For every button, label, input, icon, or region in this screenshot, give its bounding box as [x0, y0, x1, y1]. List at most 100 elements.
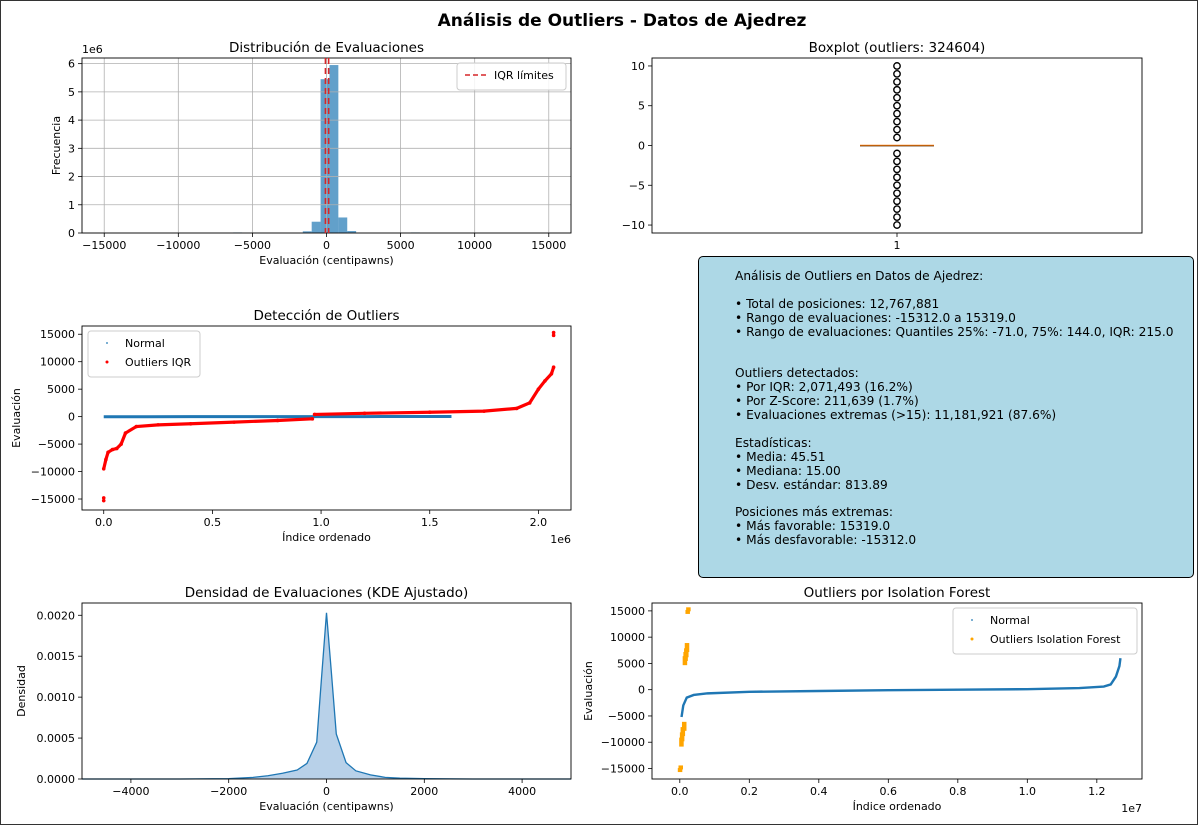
- y-tick-label: 2: [68, 171, 75, 184]
- histogram-bar: [312, 222, 321, 233]
- iqr-outlier-point: [363, 412, 367, 416]
- info-line: • Mediana: 15.00: [735, 465, 1193, 479]
- x-tick-label: 0.5: [204, 516, 222, 529]
- x-tick-label: 0.0: [95, 516, 113, 529]
- y-axis-label: Frecuencia: [50, 116, 63, 175]
- info-line: • Más favorable: 15319.0: [735, 520, 1193, 534]
- legend-label: Normal: [990, 614, 1030, 627]
- isolation-outlier-point: [685, 643, 690, 652]
- info-line: Posiciones más extremas:: [735, 506, 1193, 520]
- y-tick-label: 15000: [40, 328, 75, 341]
- info-line: • Por IQR: 2,071,493 (16.2%): [735, 381, 1193, 395]
- y-tick-label: 0.0005: [37, 732, 76, 745]
- y-tick-label: 4: [68, 114, 75, 127]
- x-axis-label: Índice ordenado: [282, 531, 371, 544]
- y-tick-label: 5000: [47, 383, 75, 396]
- x-tick-label: 15000: [531, 239, 566, 252]
- info-line: • Por Z-Score: 211,639 (1.7%): [735, 395, 1193, 409]
- isolation-outlier-point: [686, 607, 691, 611]
- x-tick-label: 0.0: [671, 785, 689, 798]
- x-tick-label: −15000: [82, 239, 126, 252]
- iqr-outlier-point: [515, 407, 519, 411]
- x-tick-label: −2000: [210, 785, 247, 798]
- iqr-outlier-point: [537, 387, 541, 391]
- x-offset-label: 1e7: [1121, 802, 1142, 815]
- y-tick-label: 0: [68, 227, 75, 240]
- y-tick-label: 0.0010: [37, 691, 76, 704]
- info-line: • Rango de evaluaciones: -15312.0 a 1531…: [735, 312, 1193, 326]
- iqr-outlier-point: [232, 420, 236, 424]
- y-tick-label: 0.0015: [37, 650, 76, 663]
- chart-title: Distribución de Evaluaciones: [229, 40, 424, 56]
- y-tick-label: 15000: [610, 605, 645, 618]
- info-line: • Más desfavorable: -15312.0: [735, 534, 1193, 548]
- x-offset-label: 1e6: [550, 533, 571, 546]
- iqr-outlier-point: [543, 379, 547, 383]
- chart-title: Detección de Outliers: [253, 308, 399, 324]
- iqr-outlier-point: [313, 413, 317, 417]
- y-tick-label: 1: [68, 199, 75, 212]
- x-tick-label: −10000: [156, 239, 200, 252]
- iqr-outlier-point: [276, 419, 280, 423]
- y-tick-label: −5: [629, 179, 645, 192]
- y-tick-label: −10000: [31, 466, 75, 479]
- x-tick-label: 0: [323, 785, 330, 798]
- y-offset-label: 1e6: [82, 43, 103, 56]
- info-box: Análisis de Outliers en Datos de Ajedrez…: [698, 256, 1194, 578]
- x-tick-label: 0: [323, 239, 330, 252]
- isolation-outlier-point: [682, 722, 687, 731]
- x-tick-label: 1.0: [312, 516, 330, 529]
- iqr-outlier-point: [104, 458, 108, 462]
- x-axis-label: Índice ordenado: [853, 800, 942, 813]
- chart-title: Densidad de Evaluaciones (KDE Ajustado): [185, 585, 468, 601]
- legend-swatch: [971, 619, 973, 621]
- x-tick-label: 10000: [457, 239, 492, 252]
- legend-label: Outliers IQR: [125, 356, 191, 369]
- legend-swatch: [106, 342, 108, 344]
- isolation-outlier-point: [678, 765, 683, 769]
- chart-title: Outliers por Isolation Forest: [804, 585, 991, 601]
- histogram-bar: [329, 65, 338, 233]
- y-axis-label: Densidad: [15, 665, 28, 717]
- histogram-bar: [338, 217, 347, 233]
- y-tick-label: 5: [638, 100, 645, 113]
- y-tick-label: 10000: [610, 631, 645, 644]
- y-tick-label: −15000: [31, 493, 75, 506]
- legend-swatch: [106, 361, 109, 364]
- x-tick-label: 0.4: [810, 785, 828, 798]
- iqr-outlier-point: [102, 467, 106, 471]
- y-tick-label: 5: [68, 86, 75, 99]
- x-tick-label: 0.2: [741, 785, 759, 798]
- info-line: • Rango de evaluaciones: Quantiles 25%: …: [735, 326, 1193, 340]
- x-tick-label: 5000: [387, 239, 415, 252]
- iqr-outlier-point: [428, 410, 432, 414]
- y-tick-label: −10: [622, 219, 645, 232]
- iqr-outlier-point: [550, 372, 554, 376]
- info-line: [735, 284, 1193, 298]
- info-line: • Evaluaciones extremas (>15): 11,181,92…: [735, 409, 1193, 423]
- iqr-outlier-point: [106, 451, 110, 455]
- info-line: [735, 423, 1193, 437]
- legend-swatch: [971, 638, 974, 641]
- y-tick-label: −5000: [38, 438, 75, 451]
- x-tick-label: −5000: [234, 239, 271, 252]
- info-line: Outliers detectados:: [735, 367, 1193, 381]
- legend-label: Outliers Isolation Forest: [990, 633, 1121, 646]
- x-tick-label: 1.0: [1019, 785, 1037, 798]
- y-tick-label: 0: [638, 684, 645, 697]
- y-tick-label: 10000: [40, 356, 75, 369]
- iqr-outlier-point: [119, 442, 123, 446]
- x-tick-label: 2000: [410, 785, 438, 798]
- y-tick-label: 10: [631, 60, 645, 73]
- iqr-outlier-point: [115, 447, 119, 451]
- info-line: • Media: 45.51: [735, 451, 1193, 465]
- info-line: [735, 353, 1193, 367]
- iqr-outlier-point: [135, 425, 139, 429]
- y-tick-label: −5000: [608, 710, 645, 723]
- legend-label: IQR límites: [494, 69, 554, 82]
- legend-box: [953, 608, 1137, 654]
